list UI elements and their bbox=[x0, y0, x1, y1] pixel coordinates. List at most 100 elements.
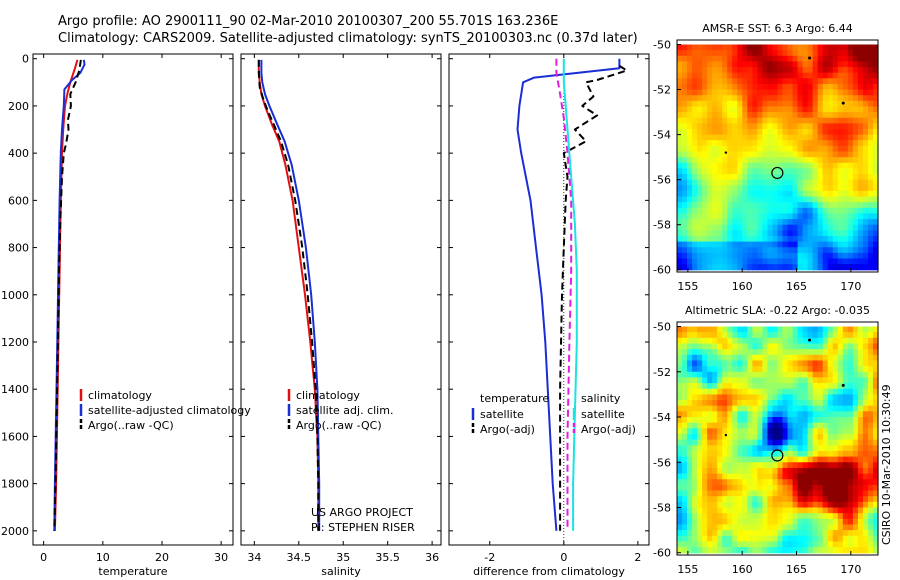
heatmap-cell bbox=[832, 196, 839, 203]
heatmap-cell bbox=[852, 490, 859, 497]
heatmap-cell bbox=[717, 354, 723, 362]
heatmap-cell bbox=[787, 343, 794, 350]
heatmap-cell bbox=[762, 484, 769, 492]
heatmap-cell bbox=[832, 394, 839, 401]
heatmap-cell bbox=[697, 371, 703, 379]
heatmap-cell bbox=[787, 61, 794, 68]
heatmap-cell bbox=[777, 100, 784, 108]
heatmap-cell bbox=[872, 44, 879, 51]
heatmap-cell bbox=[732, 337, 738, 345]
heatmap-cell bbox=[792, 490, 799, 497]
legend-label: climatology bbox=[88, 389, 152, 402]
heatmap-cell bbox=[817, 337, 824, 345]
heatmap-cell bbox=[867, 422, 874, 429]
heatmap-cell bbox=[817, 213, 824, 220]
heatmap-cell bbox=[862, 213, 869, 220]
heatmap-cell bbox=[687, 72, 693, 79]
heatmap-cell bbox=[697, 258, 703, 265]
heatmap-cell bbox=[787, 207, 794, 215]
heatmap-cell bbox=[722, 123, 728, 130]
heatmap-cell bbox=[767, 450, 774, 458]
heatmap-cell bbox=[857, 535, 864, 543]
heatmap-cell bbox=[852, 484, 859, 492]
heatmap-cell bbox=[862, 484, 869, 492]
heatmap-cell bbox=[702, 388, 708, 395]
heatmap-cell bbox=[797, 252, 804, 260]
heatmap-cell bbox=[717, 507, 723, 514]
heatmap-cell bbox=[682, 112, 688, 119]
heatmap-cell bbox=[697, 72, 703, 79]
heatmap-cell bbox=[752, 241, 759, 248]
heatmap-cell bbox=[707, 507, 713, 514]
heatmap-cell bbox=[827, 490, 834, 497]
heatmap-cell bbox=[832, 83, 839, 91]
heatmap-cell bbox=[722, 473, 728, 480]
heatmap-cell bbox=[792, 95, 799, 102]
legend-label: satellite bbox=[480, 408, 524, 421]
heatmap-cell bbox=[747, 196, 753, 203]
heatmap-cell bbox=[792, 439, 799, 446]
heatmap-cell bbox=[817, 241, 824, 248]
heatmap-cell bbox=[852, 78, 859, 85]
heatmap-cell bbox=[812, 55, 819, 62]
heatmap-cell bbox=[732, 462, 738, 469]
heatmap-cell bbox=[677, 72, 683, 79]
heatmap-cell bbox=[847, 162, 854, 169]
heatmap-cell bbox=[867, 202, 874, 209]
series-line bbox=[53, 59, 86, 531]
heatmap-cell bbox=[822, 428, 829, 435]
heatmap-cell bbox=[772, 428, 779, 435]
heatmap-cell bbox=[807, 61, 814, 68]
heatmap-cell bbox=[702, 128, 708, 136]
heatmap-cell bbox=[692, 100, 698, 108]
heatmap-cell bbox=[712, 145, 718, 153]
heatmap-cell bbox=[727, 439, 733, 446]
heatmap-cell bbox=[807, 179, 814, 186]
heatmap-cell bbox=[732, 196, 738, 203]
heatmap-cell bbox=[842, 78, 849, 85]
heatmap-cell bbox=[857, 112, 864, 119]
heatmap-cell bbox=[727, 473, 733, 480]
heatmap-cell bbox=[867, 349, 874, 356]
heatmap-cell bbox=[677, 535, 683, 543]
heatmap-cell bbox=[687, 61, 693, 68]
heatmap-cell bbox=[762, 55, 769, 62]
heatmap-cell bbox=[842, 405, 849, 412]
heatmap-cell bbox=[782, 247, 789, 254]
heatmap-cell bbox=[867, 462, 874, 469]
heatmap-cell bbox=[752, 44, 759, 51]
heatmap-cell bbox=[692, 394, 698, 401]
heatmap-cell bbox=[677, 349, 683, 356]
heatmap-cell bbox=[677, 366, 683, 373]
heatmap-cell bbox=[712, 428, 718, 435]
heatmap-cell bbox=[757, 247, 764, 254]
heatmap-cell bbox=[817, 145, 824, 153]
heatmap-cell bbox=[752, 174, 759, 181]
heatmap-cell bbox=[802, 117, 809, 124]
heatmap-cell bbox=[727, 360, 733, 367]
heatmap-cell bbox=[872, 247, 879, 254]
heatmap-cell bbox=[757, 524, 764, 531]
map-y-tick-label: -50 bbox=[653, 321, 671, 334]
heatmap-cell bbox=[707, 258, 713, 265]
heatmap-cell bbox=[677, 89, 683, 96]
heatmap-cell bbox=[682, 235, 688, 243]
heatmap-cell bbox=[827, 400, 834, 407]
heatmap-cell bbox=[692, 89, 698, 96]
heatmap-cell bbox=[697, 128, 703, 136]
heatmap-cell bbox=[727, 490, 733, 497]
heatmap-cell bbox=[732, 547, 738, 554]
heatmap-cell bbox=[742, 541, 748, 548]
map-y-tick-label: -58 bbox=[653, 219, 671, 232]
heatmap-cell bbox=[742, 264, 748, 271]
heatmap-cell bbox=[692, 462, 698, 469]
heatmap-cell bbox=[847, 450, 854, 458]
heatmap-cell bbox=[697, 106, 703, 113]
heatmap-cell bbox=[822, 224, 829, 231]
heatmap-cell bbox=[787, 400, 794, 407]
heatmap-cell bbox=[692, 383, 698, 390]
heatmap-cell bbox=[737, 507, 743, 514]
heatmap-cell bbox=[742, 405, 748, 412]
heatmap-cell bbox=[777, 445, 784, 452]
heatmap-cell bbox=[767, 433, 774, 441]
